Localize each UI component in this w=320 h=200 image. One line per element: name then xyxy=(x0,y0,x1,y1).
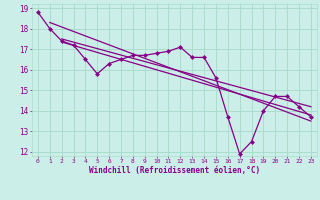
X-axis label: Windchill (Refroidissement éolien,°C): Windchill (Refroidissement éolien,°C) xyxy=(89,166,260,175)
